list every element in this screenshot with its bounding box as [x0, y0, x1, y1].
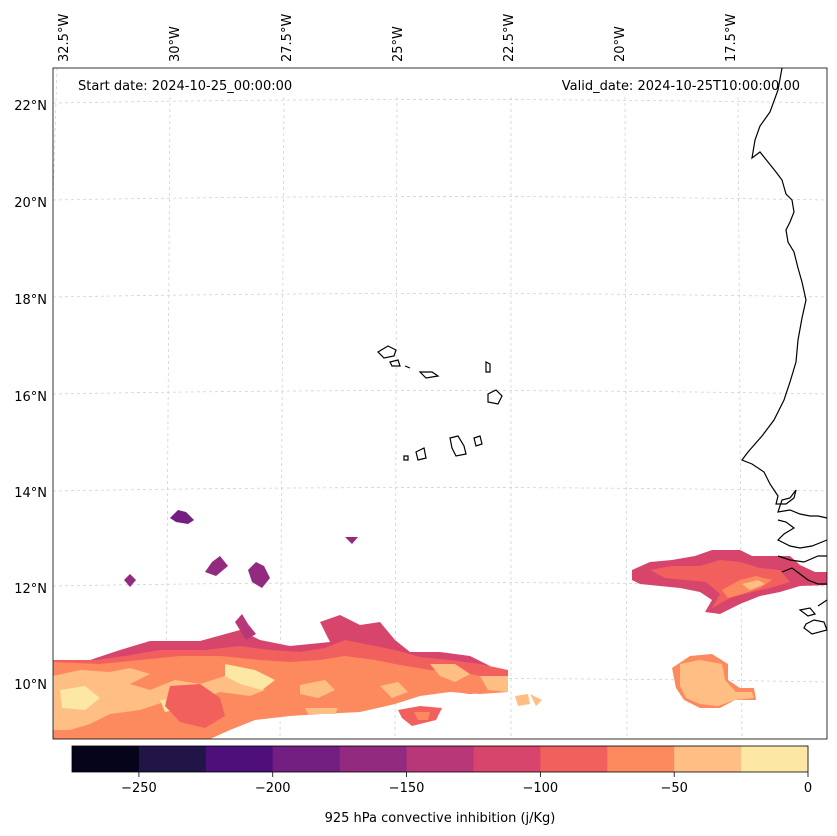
meridian-25w	[394, 96, 398, 740]
cin-patch-2	[124, 574, 136, 587]
valid-date-text: Valid_date: 2024-10-25T10:00:00.00	[562, 79, 800, 94]
parallel-18n	[52, 293, 828, 298]
colorbar-swatch-9	[674, 746, 742, 772]
cin-patch-6	[235, 614, 256, 640]
lon-label-27-5w: 27.5°W	[280, 14, 295, 62]
lon-label-30w: 30°W	[168, 26, 183, 62]
cape-verde-santa-luzia	[404, 365, 411, 369]
colorbar-swatch-8	[607, 746, 675, 772]
colorbar-swatch-10	[741, 746, 809, 772]
cin-region-west-dark1	[165, 684, 225, 728]
colorbar-swatch-2	[205, 746, 274, 772]
colorbar-swatch-0	[72, 746, 140, 772]
colorbar-frame	[71, 745, 809, 773]
cin-region-west-inner	[53, 656, 508, 739]
lat-label-18n: 18°N	[14, 293, 47, 308]
cape-verde-brava	[403, 455, 409, 461]
cin-patch-7	[305, 708, 338, 714]
cin-patch-10	[515, 694, 542, 706]
cape-verde-maio	[473, 435, 483, 447]
meridian-32-5w	[52, 67, 58, 201]
cin-patch-1	[170, 510, 194, 524]
lat-label-22n: 22°N	[14, 99, 47, 114]
meridian-17-5w	[737, 96, 743, 740]
latitude-labels: 22°N 20°N 18°N 16°N 14°N 12°N 10°N	[14, 99, 47, 693]
lat-label-16n: 16°N	[14, 390, 47, 405]
cin-region-east-mid	[650, 560, 790, 608]
coastline-west-africa	[741, 67, 828, 519]
parallel-12n	[52, 582, 828, 587]
lon-label-25w: 25°W	[391, 26, 406, 62]
lon-label-32-5w: 32.5°W	[57, 14, 72, 62]
cin-patch-9	[414, 712, 430, 720]
longitude-labels: 32.5°W 30°W 27.5°W 25°W 22.5°W 20°W 17.5…	[57, 14, 739, 62]
colorbar-ticks: −250 −200 −150 −100 −50 0	[121, 772, 812, 796]
cin-region-south-east-inner	[680, 660, 754, 706]
lon-label-22-5w: 22.5°W	[502, 14, 517, 62]
cin-region-west-light	[53, 664, 508, 730]
lon-label-20w: 20°W	[613, 26, 628, 62]
colorbar-swatch-5	[406, 746, 474, 772]
cin-patch-3	[205, 556, 228, 576]
colorbar-swatches	[72, 746, 809, 772]
map-panel	[52, 67, 828, 740]
cape-verde-boa-vista	[487, 389, 503, 405]
meridian-30w	[165, 96, 171, 740]
coastline-guinea-bissau	[776, 519, 828, 585]
cin-filled-contours	[53, 510, 827, 739]
cape-verde-sao-vicente	[389, 359, 401, 367]
cin-region-east-lightest	[742, 580, 765, 590]
start-date-text: Start date: 2024-10-25_00:00:00	[78, 79, 292, 94]
cape-verde-fogo	[415, 447, 427, 461]
parallel-16n	[52, 390, 828, 395]
cin-patch-4	[248, 562, 270, 588]
lat-label-20n: 20°N	[14, 196, 47, 211]
cape-verde-santo-antao	[377, 345, 397, 359]
colorbar-tick-label-0: −250	[121, 781, 157, 796]
meridian-27-5w	[279, 96, 285, 740]
colorbar-swatch-6	[473, 746, 541, 772]
parallel-20n	[52, 196, 828, 201]
coastlines	[377, 67, 828, 635]
cin-patch-5	[345, 537, 358, 544]
parallel-14n	[52, 487, 828, 492]
colorbar-tick-label-2: −150	[389, 781, 425, 796]
colorbar-tick-label-3: −100	[523, 781, 559, 796]
cape-verde-santiago	[449, 435, 467, 457]
cape-verde-sal	[485, 361, 491, 373]
colorbar-tick-label-4: −50	[660, 781, 687, 796]
map-background	[53, 68, 827, 739]
parallel-22n	[52, 99, 828, 104]
colorbar-tick-label-1: −200	[255, 781, 291, 796]
cape-verde-sao-nicolau	[418, 371, 440, 379]
gridlines	[52, 67, 828, 740]
colorbar-swatch-3	[272, 746, 341, 772]
lon-label-17-5w: 17.5°W	[724, 14, 739, 62]
colorbar-tick-label-5: 0	[804, 781, 812, 796]
colorbar-swatch-7	[540, 746, 608, 772]
lat-label-12n: 12°N	[14, 582, 47, 597]
lat-label-10n: 10°N	[14, 678, 47, 693]
colorbar-swatch-1	[138, 746, 207, 772]
map-frame	[52, 67, 828, 740]
colorbar-swatch-4	[339, 746, 408, 772]
lat-label-14n: 14°N	[14, 486, 47, 501]
meridian-20w	[624, 96, 628, 740]
colorbar-label: 925 hPa convective inhibition (j/Kg)	[325, 811, 556, 826]
colorbar: −250 −200 −150 −100 −50 0 925 hPa convective …	[71, 745, 812, 826]
